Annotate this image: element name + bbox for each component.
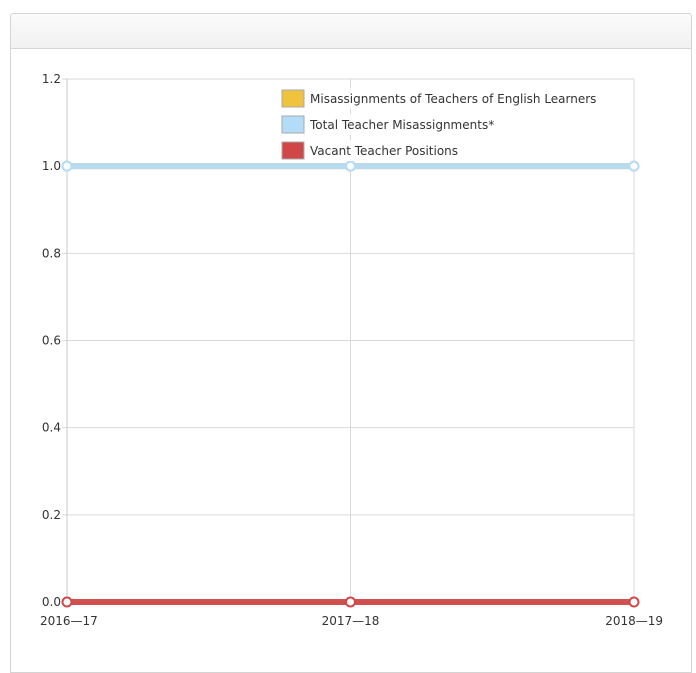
legend-background [280, 88, 624, 109]
x-tick-label: 2016—17 [40, 614, 98, 628]
data-point [61, 596, 73, 608]
legend-item: Total Teacher Misassignments* [280, 114, 624, 135]
legend-label: Misassignments of Teachers of English Le… [310, 92, 596, 106]
legend-background [280, 114, 624, 135]
data-point [628, 596, 640, 608]
y-tick-label: 1.2 [42, 72, 61, 86]
legend-item: Vacant Teacher Positions [280, 140, 624, 161]
data-point [628, 160, 640, 172]
legend: Misassignments of Teachers of English Le… [280, 88, 624, 161]
y-tick-label: 0.8 [42, 246, 61, 260]
series-1 [61, 160, 640, 172]
data-point [345, 160, 356, 172]
y-tick-label: 0.6 [42, 334, 61, 348]
x-tick-label: 2018—19 [605, 614, 663, 628]
x-tick-label: 2017—18 [322, 614, 380, 628]
y-tick-label: 0.4 [42, 421, 61, 435]
y-tick-label: 1.0 [42, 159, 61, 173]
legend-label: Total Teacher Misassignments* [309, 118, 494, 132]
legend-item: Misassignments of Teachers of English Le… [280, 88, 624, 109]
data-point [61, 160, 73, 172]
series-2 [61, 596, 640, 608]
legend-swatch [281, 115, 305, 134]
legend-swatch [281, 141, 305, 160]
data-point [345, 596, 356, 608]
legend-label: Vacant Teacher Positions [310, 144, 458, 158]
legend-background [280, 140, 624, 161]
line-chart: 0.0 0.2 0.4 0.6 0.8 1.0 1.2 2016—17 2017—18 2018—… [40, 72, 663, 628]
y-tick-label: 0.2 [42, 508, 61, 522]
series [61, 160, 640, 608]
legend-swatch [281, 89, 305, 108]
y-tick-label: 0.0 [42, 595, 61, 609]
panel-header [11, 14, 691, 49]
